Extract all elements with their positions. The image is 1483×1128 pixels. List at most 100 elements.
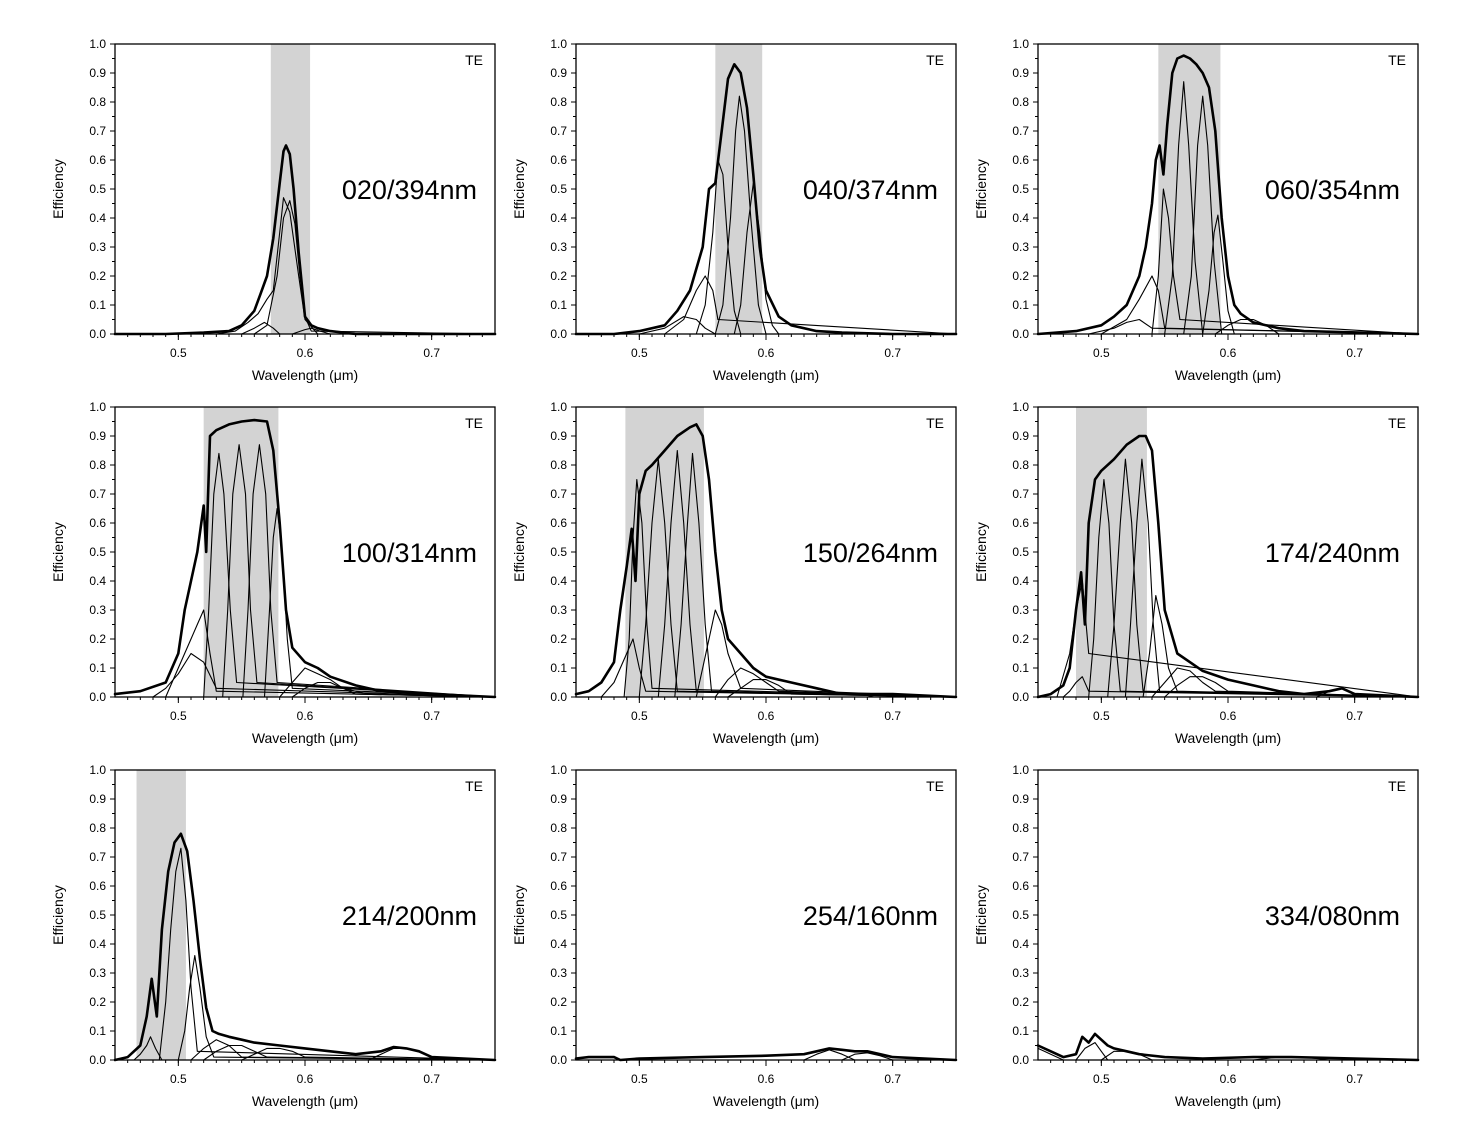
y-tick-label: 0.2 xyxy=(89,632,106,646)
y-tick-label: 0.6 xyxy=(550,516,567,530)
y-tick-label: 0.7 xyxy=(89,850,106,864)
x-axis-label: Wavelength (μm) xyxy=(1175,1093,1281,1109)
x-axis-label: Wavelength (μm) xyxy=(252,1093,358,1109)
y-axis-label: Efficiency xyxy=(973,885,989,945)
y-tick-label: 0.1 xyxy=(550,661,567,675)
series-line-order xyxy=(575,679,957,698)
y-tick-label: 1.0 xyxy=(89,37,106,51)
series-line-total xyxy=(113,832,497,1062)
y-tick-label: 0.7 xyxy=(89,124,106,138)
y-tick-label: 0.1 xyxy=(550,298,567,312)
y-tick-label: 0.4 xyxy=(89,937,106,951)
y-tick-label: 0.5 xyxy=(550,182,567,196)
series-line-order xyxy=(575,667,957,698)
y-tick-label: 0.0 xyxy=(1012,1053,1029,1067)
y-tick-label: 0.1 xyxy=(1012,298,1029,312)
y-tick-label: 1.0 xyxy=(1012,400,1029,414)
series-line-order xyxy=(114,1044,496,1061)
y-tick-label: 0.4 xyxy=(550,574,567,588)
x-tick-label: 0.6 xyxy=(1220,1072,1237,1086)
panel-label: 040/374nm xyxy=(803,175,938,205)
y-tick-label: 0.2 xyxy=(550,995,567,1009)
y-tick-label: 0.3 xyxy=(550,966,567,980)
chart-panel: 0.0 0.1 0.2 0.3 0.4 0.5 0.6 0.7 0.8 0.9 1.0 0.5 0.6 0… xyxy=(50,763,497,1109)
y-axis-label: Efficiency xyxy=(50,885,66,945)
x-tick-label: 0.5 xyxy=(170,709,187,723)
series-line-order xyxy=(1037,214,1419,335)
x-tick-label: 0.7 xyxy=(884,709,901,723)
series-line-order xyxy=(1037,318,1419,335)
plot-frame xyxy=(1037,43,1419,335)
series-line-order xyxy=(114,955,496,1061)
y-tick-label: 0.6 xyxy=(550,879,567,893)
series-line-order xyxy=(1037,478,1419,698)
series-line-total xyxy=(1036,1032,1420,1062)
series-line-order xyxy=(1037,81,1419,335)
panel-label: 214/200nm xyxy=(342,901,477,931)
x-tick-label: 0.7 xyxy=(1346,1072,1363,1086)
y-tick-label: 0.9 xyxy=(89,66,106,80)
y-tick-label: 0.3 xyxy=(89,603,106,617)
y-tick-label: 0.6 xyxy=(89,153,106,167)
series-line-order xyxy=(575,638,957,698)
y-tick-label: 0.6 xyxy=(550,153,567,167)
y-tick-label: 0.2 xyxy=(550,269,567,283)
series-line-order xyxy=(114,1047,496,1061)
y-tick-label: 0.2 xyxy=(89,995,106,1009)
x-tick-label: 0.7 xyxy=(884,346,901,360)
panel-label: 254/160nm xyxy=(803,901,938,931)
y-tick-label: 0.3 xyxy=(1012,966,1029,980)
y-tick-label: 0.2 xyxy=(1012,995,1029,1009)
y-tick-label: 0.1 xyxy=(89,1024,106,1038)
y-tick-label: 0.5 xyxy=(89,908,106,922)
series-line-order xyxy=(1037,458,1419,698)
y-tick-label: 0.0 xyxy=(89,327,106,341)
corner-label: TE xyxy=(926,778,944,794)
y-tick-label: 0.2 xyxy=(1012,632,1029,646)
series-line-order xyxy=(114,667,496,698)
y-tick-label: 0.9 xyxy=(1012,66,1029,80)
plot-frame xyxy=(114,43,496,335)
x-tick-label: 0.7 xyxy=(884,1072,901,1086)
x-tick-label: 0.6 xyxy=(758,346,775,360)
y-tick-label: 0.3 xyxy=(89,240,106,254)
plot-frame xyxy=(575,769,957,1061)
series-line-order xyxy=(575,275,957,335)
y-axis-label: Efficiency xyxy=(973,159,989,219)
y-tick-label: 0.2 xyxy=(550,632,567,646)
y-tick-label: 0.5 xyxy=(550,545,567,559)
chart-panel: 0.0 0.1 0.2 0.3 0.4 0.5 0.6 0.7 0.8 0.9 1.0 0.5 0.6 0… xyxy=(511,37,958,383)
y-tick-label: 0.8 xyxy=(89,458,106,472)
y-tick-label: 1.0 xyxy=(550,400,567,414)
y-tick-label: 0.3 xyxy=(550,603,567,617)
y-tick-label: 0.3 xyxy=(89,966,106,980)
x-tick-label: 0.6 xyxy=(297,1072,314,1086)
x-axis-label: Wavelength (μm) xyxy=(713,367,819,383)
series-line-total xyxy=(1036,54,1420,336)
y-axis-label: Efficiency xyxy=(511,522,527,582)
x-axis-label: Wavelength (μm) xyxy=(252,730,358,746)
series-line-total xyxy=(113,418,497,699)
x-tick-label: 0.5 xyxy=(631,709,648,723)
x-tick-label: 0.6 xyxy=(1220,709,1237,723)
chart-panel: 0.0 0.1 0.2 0.3 0.4 0.5 0.6 0.7 0.8 0.9 1.0 0.5 0.6 0… xyxy=(511,400,958,746)
y-tick-label: 0.8 xyxy=(550,95,567,109)
x-tick-label: 0.5 xyxy=(1093,1072,1110,1086)
y-tick-label: 0.5 xyxy=(89,182,106,196)
y-tick-label: 0.4 xyxy=(1012,574,1029,588)
y-tick-label: 0.4 xyxy=(550,937,567,951)
y-tick-label: 0.9 xyxy=(550,66,567,80)
series-line-order xyxy=(575,609,957,698)
x-axis-label: Wavelength (μm) xyxy=(252,367,358,383)
shaded-band xyxy=(625,407,704,697)
x-tick-label: 0.6 xyxy=(297,346,314,360)
y-tick-label: 0.4 xyxy=(1012,937,1029,951)
y-tick-label: 0.8 xyxy=(1012,95,1029,109)
x-tick-label: 0.6 xyxy=(758,1072,775,1086)
series-line-order xyxy=(1037,275,1419,335)
plot-frame xyxy=(114,769,496,1061)
series-line-order xyxy=(114,1047,496,1061)
corner-label: TE xyxy=(465,778,483,794)
y-tick-label: 0.7 xyxy=(550,487,567,501)
y-tick-label: 0.9 xyxy=(1012,792,1029,806)
